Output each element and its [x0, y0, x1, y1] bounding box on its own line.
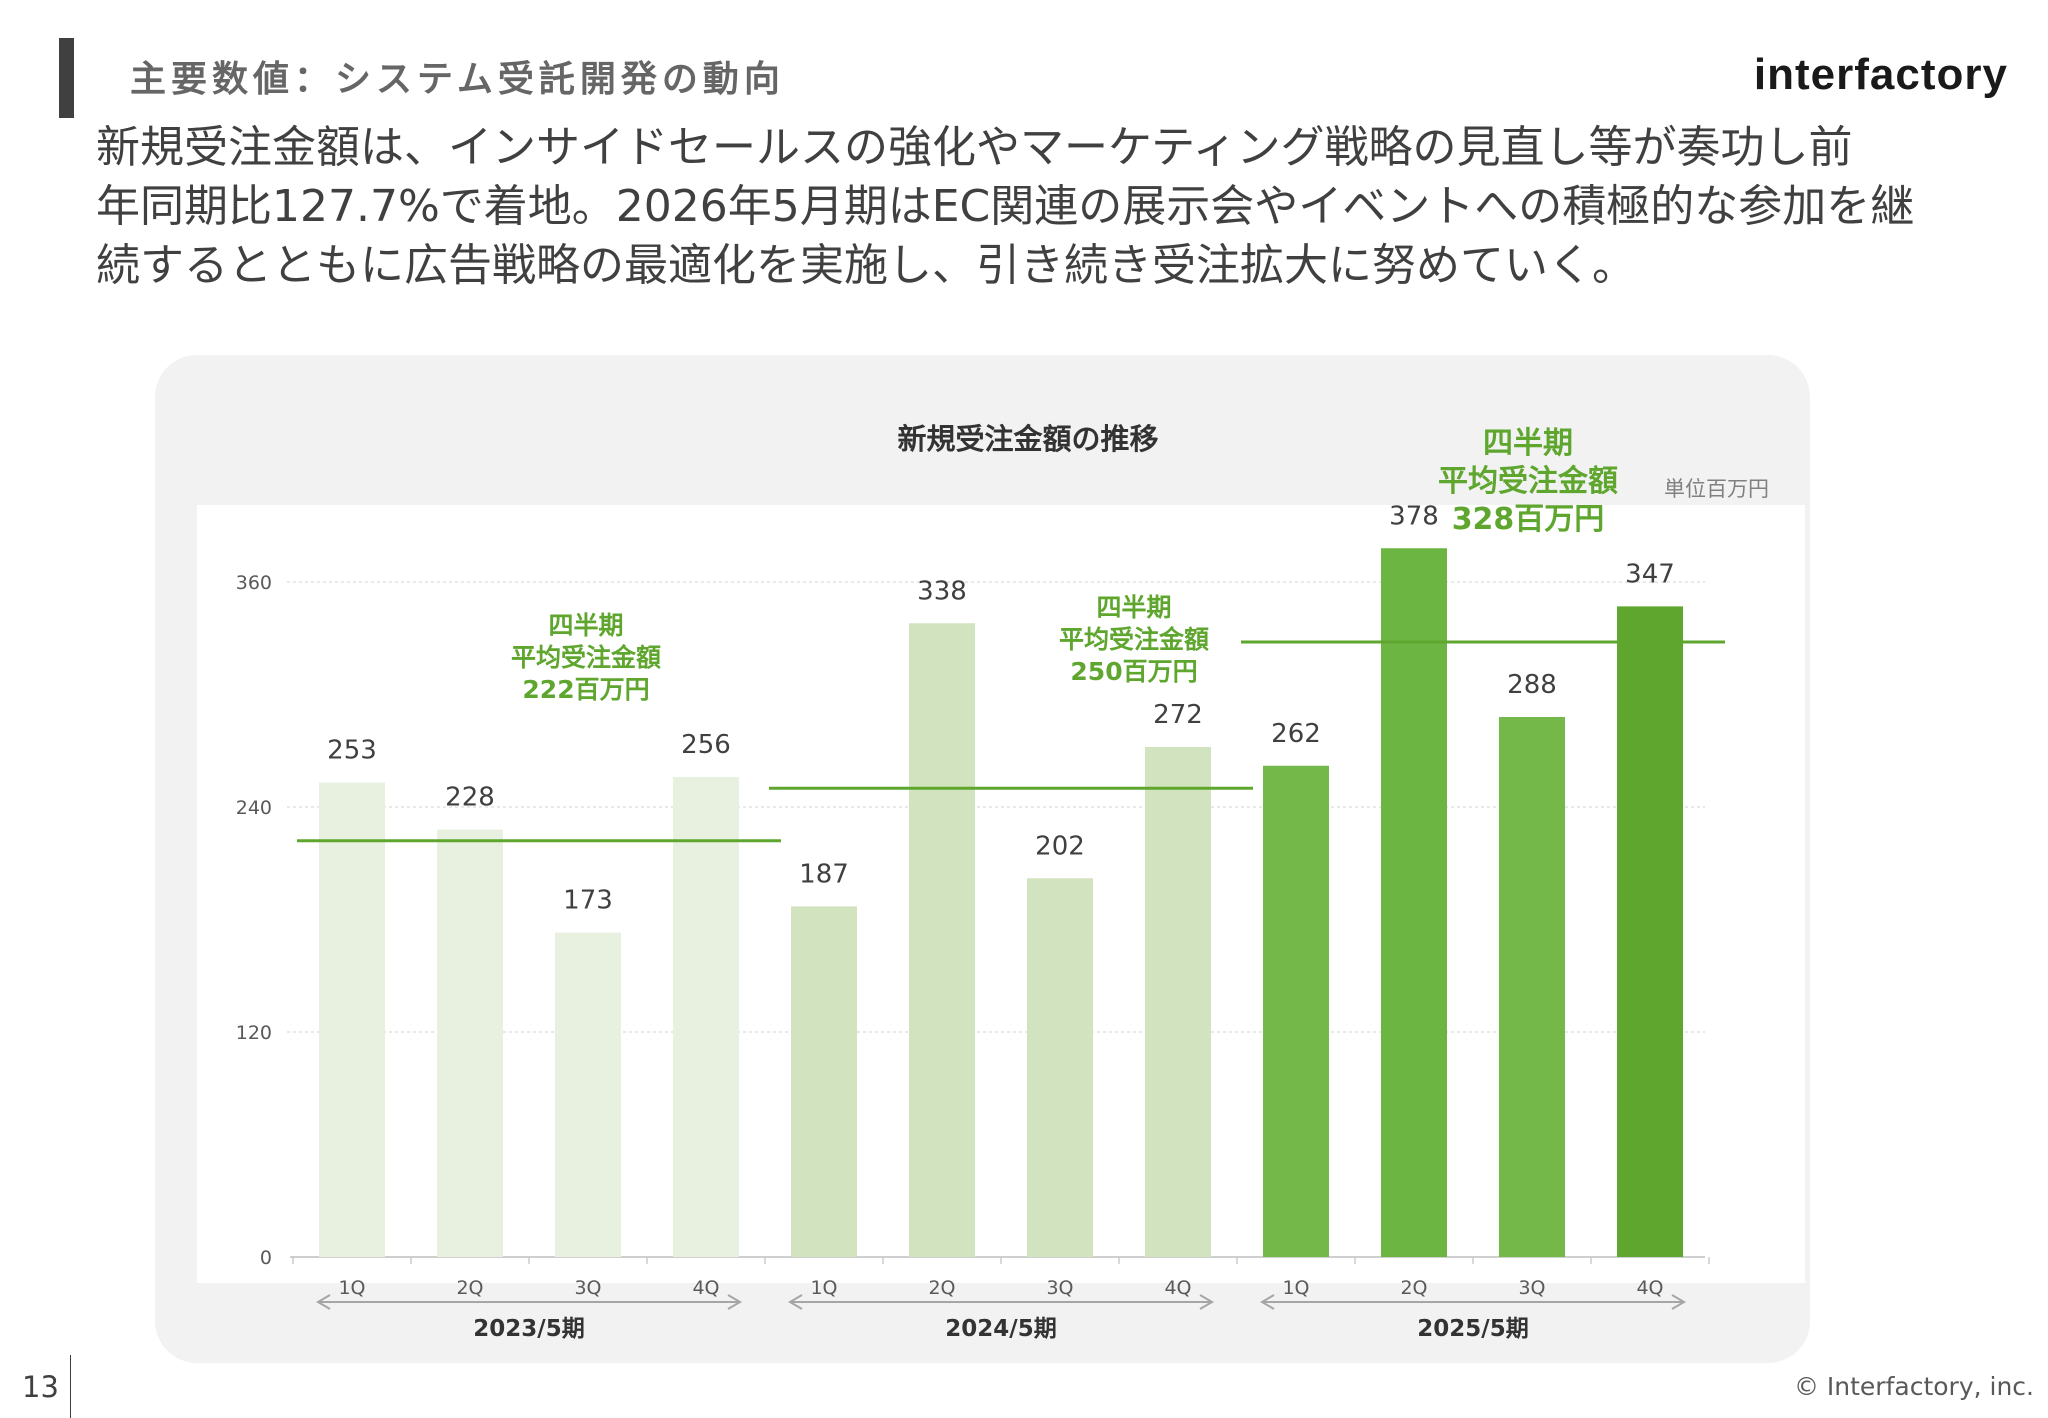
y-tick-label-120: 120 — [236, 1022, 272, 1044]
bar-value-label-2: 228 — [445, 783, 495, 813]
bar-8 — [1145, 747, 1211, 1257]
bar-value-label-10: 378 — [1389, 501, 1439, 531]
bar-value-label-1: 253 — [327, 736, 377, 766]
bar-9 — [1263, 765, 1329, 1257]
avg-2025-line-1: 四半期 — [1483, 426, 1573, 461]
bar-value-label-3: 173 — [563, 886, 613, 916]
x-tick-label-6: 2Q — [928, 1277, 955, 1299]
copyright: © Interfactory, inc. — [1793, 1372, 2034, 1401]
period-arrow-left-2 — [788, 1294, 803, 1310]
lead-text: 新規受注金額は、インサイドセールスの強化やマーケティング戦略の見直し等が奏功し前… — [96, 118, 2031, 295]
company-logo: interfactory — [1753, 50, 2008, 99]
x-tick-label-4: 4Q — [692, 1277, 719, 1299]
lead-line-2: 年同期比127.7%で着地。2026年5月期はEC関連の展示会やイベントへの積極… — [96, 181, 1915, 232]
bar-value-label-6: 338 — [917, 576, 967, 606]
page-separator — [70, 1355, 71, 1418]
avg-2023-line-1: 四半期 — [548, 611, 624, 640]
period-label-1: 2023/5期 — [473, 1316, 584, 1342]
period-arrow-right-1 — [727, 1294, 742, 1310]
bar-value-label-12: 347 — [1625, 559, 1675, 589]
chart-title: 新規受注金額の推移 — [897, 422, 1159, 456]
page-number: 13 — [22, 1370, 59, 1404]
period-arrow-right-3 — [1671, 1294, 1686, 1310]
period-arrow-left-1 — [316, 1294, 331, 1310]
bar-11 — [1499, 717, 1565, 1257]
avg-2025-line-2: 平均受注金額 — [1438, 464, 1618, 499]
bar-5 — [791, 906, 857, 1257]
x-tick-label-11: 3Q — [1518, 1277, 1545, 1299]
x-tick-label-12: 4Q — [1636, 1277, 1663, 1299]
bar-12 — [1617, 606, 1683, 1257]
avg-2024-line-2: 平均受注金額 — [1058, 625, 1210, 654]
period-arrow-right-2 — [1199, 1294, 1214, 1310]
bar-10 — [1381, 548, 1447, 1257]
y-tick-label-240: 240 — [236, 797, 272, 819]
period-arrow-left-3 — [1260, 1294, 1275, 1310]
lead-line-3: 続するとともに広告戦略の最適化を実施し、引き続き受注拡大に努めていく。 — [96, 240, 1636, 291]
x-tick-label-10: 2Q — [1400, 1277, 1427, 1299]
bar-3 — [555, 932, 621, 1257]
x-tick-label-5: 1Q — [810, 1277, 837, 1299]
y-tick-label-0: 0 — [260, 1247, 272, 1269]
x-tick-label-8: 4Q — [1164, 1277, 1191, 1299]
x-tick-label-3: 3Q — [574, 1277, 601, 1299]
x-tick-label-7: 3Q — [1046, 1277, 1073, 1299]
avg-2024-line-3: 250百万円 — [1070, 657, 1198, 686]
bar-value-label-4: 256 — [681, 730, 731, 760]
bar-value-label-9: 262 — [1271, 719, 1321, 749]
bar-6 — [909, 623, 975, 1257]
bar-2 — [437, 829, 503, 1257]
bar-value-label-5: 187 — [799, 859, 849, 889]
title-accent-bar — [59, 38, 74, 118]
lead-line-1: 新規受注金額は、インサイドセールスの強化やマーケティング戦略の見直し等が奏功し前 — [96, 122, 1853, 173]
section-title: 主要数値：システム受託開発の動向 — [130, 59, 785, 100]
bar-7 — [1027, 878, 1093, 1257]
period-average-2023: 四半期 平均受注金額 222百万円 — [511, 610, 661, 706]
avg-2023-line-3: 222百万円 — [522, 675, 650, 704]
bar-1 — [319, 782, 385, 1257]
avg-2025-line-3: 328百万円 — [1451, 502, 1605, 537]
x-tick-label-9: 1Q — [1282, 1277, 1309, 1299]
avg-2023-line-2: 平均受注金額 — [510, 643, 662, 672]
unit-label: 単位百万円 — [1664, 477, 1769, 501]
bar-4 — [673, 777, 739, 1257]
y-tick-label-360: 360 — [236, 572, 272, 594]
period-average-2024: 四半期 平均受注金額 250百万円 — [1059, 592, 1209, 688]
bar-value-label-8: 272 — [1153, 700, 1203, 730]
period-label-2: 2024/5期 — [945, 1316, 1056, 1342]
bar-value-label-11: 288 — [1507, 670, 1557, 700]
x-tick-label-2: 2Q — [456, 1277, 483, 1299]
bar-value-label-7: 202 — [1035, 831, 1085, 861]
x-tick-label-1: 1Q — [338, 1277, 365, 1299]
avg-2024-line-1: 四半期 — [1096, 593, 1172, 622]
period-average-2025: 四半期 平均受注金額 328百万円 — [1438, 425, 1618, 539]
period-label-3: 2025/5期 — [1417, 1316, 1528, 1342]
